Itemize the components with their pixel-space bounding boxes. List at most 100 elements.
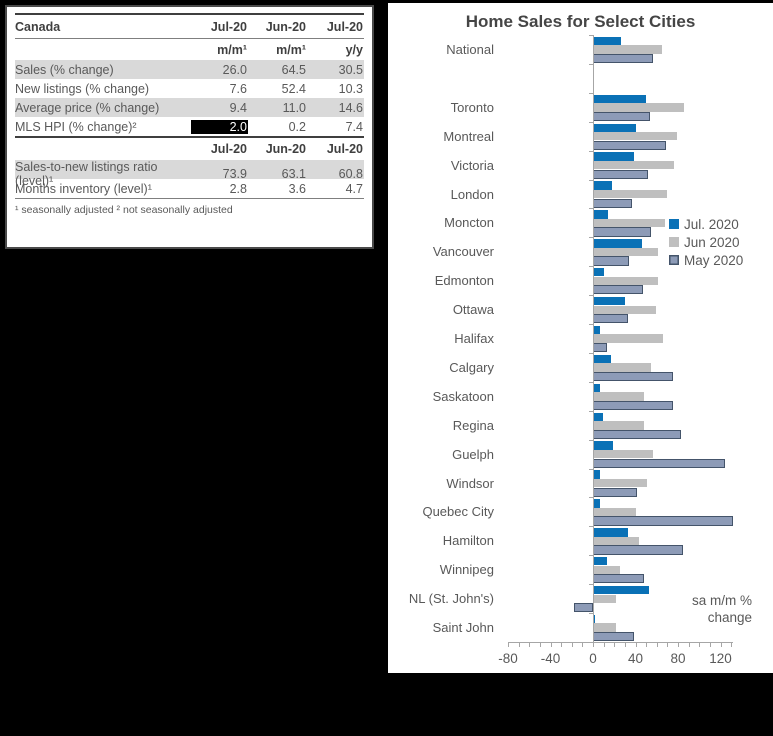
bar-jul-2020 [593,296,625,306]
row-value: 63.1 [281,167,306,181]
category-label: Quebec City [422,504,494,520]
legend-entry: May 2020 [669,251,743,269]
bar-may-2020 [593,169,649,179]
chart-row-hamilton: Hamilton [388,526,773,555]
row-value: 9.4 [229,100,247,115]
period-header-1: Jul-20 [210,19,247,34]
category-label: Halifax [454,331,494,347]
row-value: 14.6 [338,100,363,115]
bar-jul-2020 [593,94,647,103]
category-label: Calgary [449,359,494,375]
x-axis-tick [709,643,711,647]
period-header-3: Jul-20 [326,19,363,34]
table-row: New listings (% change) 7.6 52.4 10.3 [15,79,364,98]
bar-may-2020 [593,487,637,497]
legend-label: Jul. 2020 [684,216,739,232]
x-axis-tick [571,643,573,647]
category-axis-tick [589,63,593,65]
legend-marker-jul-2020 [669,219,679,229]
category-axis-tick [589,92,593,94]
home-sales-chart: Home Sales for Select Cities National Tor… [388,3,773,673]
bar-may-2020 [593,227,652,237]
category-axis-tick [589,150,593,152]
row-value: 2.0 [191,119,248,134]
x-axis-tick [646,643,648,647]
bar-jul-2020 [593,499,601,508]
chart-row-regina: Regina [388,411,773,440]
bar-may-2020 [573,603,593,613]
row-label: Months inventory (level)¹ [15,181,152,196]
legend-label: May 2020 [684,252,744,268]
chart-row-national: National [388,35,773,64]
row-value: 4.7 [345,181,363,196]
chart-legend: Jul. 2020 Jun 2020 May 2020 [669,215,743,269]
table-units-row: m/m¹ m/m¹ y/y [15,39,364,60]
category-axis-tick [589,179,593,181]
row-value: 30.5 [338,62,363,77]
legend-marker-jun-2020 [669,237,679,247]
category-axis-tick [589,208,593,210]
row-label: Sales-to-new listings ratio (level)¹ [15,160,158,188]
category-label: NL (St. John's) [408,591,494,607]
category-label: National [446,42,494,57]
bar-jun-2020 [593,45,662,54]
category-axis-tick [589,410,593,412]
chart-row-guelph: Guelph [388,440,773,469]
bar-may-2020 [593,632,635,642]
category-label: London [450,186,494,202]
category-axis-tick [589,237,593,239]
x-axis-tick [624,643,626,647]
category-axis-tick [589,266,593,268]
x-axis-line [508,642,734,643]
bar-may-2020 [593,574,644,584]
x-axis-tick [582,643,584,647]
chart-row-saint-john: Saint John [388,613,773,642]
row-label: New listings (% change) [15,81,150,96]
category-label: Vancouver [432,244,494,260]
table-row: MLS HPI (% change)² 2.0 0.2 7.4 [15,117,364,136]
x-axis-tick [518,643,520,647]
x-axis-tick [561,643,563,647]
chart-row-nl-st-john-s-: NL (St. John's) [388,584,773,613]
row-value: 73.9 [222,167,247,181]
bar-jul-2020 [593,181,613,190]
chart-plot-area: National Toronto Montreal Victoria London Mon… [388,35,773,666]
category-axis-tick [589,352,593,354]
row-label: Average price (% change) [15,100,160,115]
table-row: Sales-to-new listings ratio (level)¹ 73.9… [15,160,364,188]
bar-jun-2020 [593,103,685,112]
table-header-row: Canada Jul-20 Jun-20 Jul-20 [15,13,364,39]
bar-jun-2020 [593,565,620,575]
bar-may-2020 [593,54,653,64]
bar-jul-2020 [593,412,603,421]
bar-jun-2020 [593,594,617,603]
table-row: Months inventory (level)¹ 2.8 3.6 4.7 [15,179,364,198]
x-axis-tick [731,643,733,647]
category-axis-line [593,35,594,642]
category-label: Hamilton [442,533,494,549]
x-axis-label: 80 [670,651,686,666]
table-rows-bottom: Sales-to-new listings ratio (level)¹ 73.9… [15,160,364,199]
row-label: Sales (% change) [15,62,114,77]
bar-jun-2020 [593,421,644,430]
x-axis-tick [529,643,531,647]
row-label: MLS HPI (% change)² [15,119,137,134]
x-axis-tick [688,643,690,647]
category-axis-tick [589,381,593,383]
bar-may-2020 [593,343,607,353]
bar-jun-2020 [593,450,653,459]
category-label: Moncton [444,215,494,231]
x-axis-tick [656,643,658,647]
bar-may-2020 [593,400,673,411]
chart-row-calgary: Calgary [388,353,773,382]
bar-jun-2020 [593,276,658,286]
bar-may-2020 [593,458,725,468]
bar-may-2020 [593,198,633,208]
chart-row-blank [388,64,773,93]
row-value: 0.2 [288,119,306,134]
chart-row-victoria: Victoria [388,151,773,180]
bar-jun-2020 [593,392,644,401]
row-value: 7.4 [345,119,363,134]
bar-jun-2020 [593,247,658,257]
bar-jun-2020 [593,218,666,228]
